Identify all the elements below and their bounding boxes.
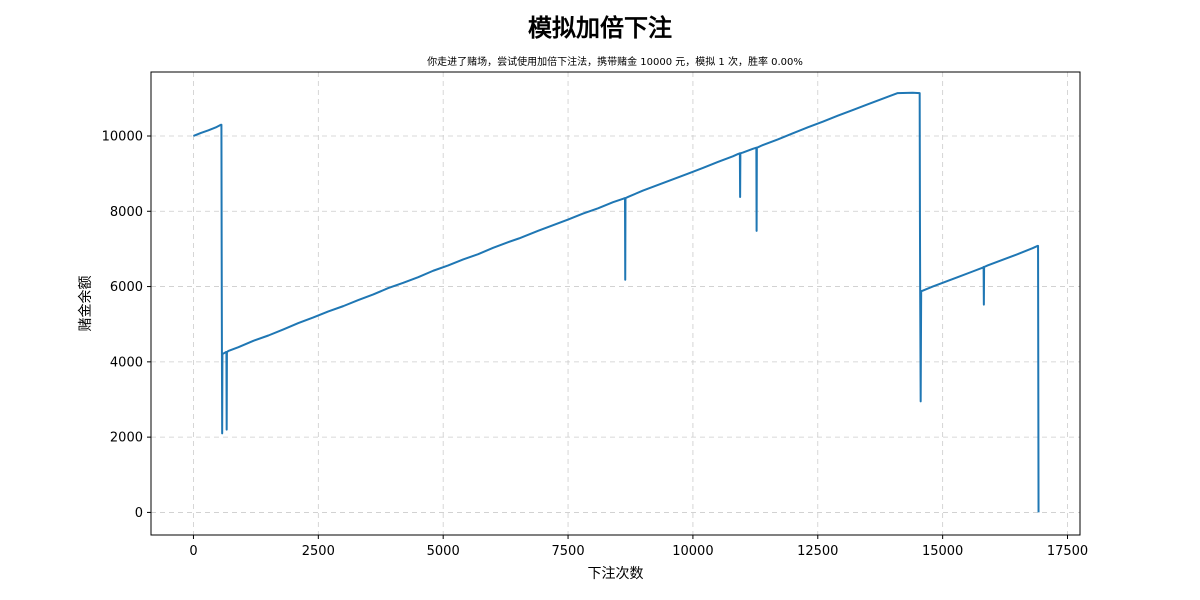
x-tick-label: 5000 <box>427 544 460 559</box>
y-tick-label: 2000 <box>110 431 143 446</box>
plot-frame <box>150 71 1081 536</box>
y-tick-label: 10000 <box>102 129 143 144</box>
y-tick-label: 4000 <box>110 355 143 370</box>
x-tick-label: 15000 <box>922 544 963 559</box>
x-tick-label: 17500 <box>1047 544 1088 559</box>
line-layer <box>193 91 1040 513</box>
x-axis-label: 下注次数 <box>588 566 644 582</box>
y-tick-label: 0 <box>135 506 143 521</box>
y-tick-label: 8000 <box>110 205 143 220</box>
chart-title: 模拟加倍下注 <box>528 14 672 42</box>
x-tick-label: 2500 <box>302 544 335 559</box>
chart-subtitle: 你走进了赌场，尝试使用加倍下注法，携带赌金 10000 元，模拟 1 次，胜率 … <box>427 57 803 68</box>
grid-layer <box>151 72 1080 535</box>
tick-layer: 0 2500 5000 7500 10000 12500 15000 17500 0 2000 40… <box>102 129 1089 559</box>
x-tick-label: 0 <box>189 544 197 559</box>
x-tick-label: 12500 <box>797 544 838 559</box>
balance-line <box>193 91 1040 513</box>
y-tick-label: 6000 <box>110 280 143 295</box>
x-tick-label: 10000 <box>672 544 713 559</box>
x-tick-label: 7500 <box>552 544 585 559</box>
y-axis-label: 赌金余额 <box>77 276 94 332</box>
